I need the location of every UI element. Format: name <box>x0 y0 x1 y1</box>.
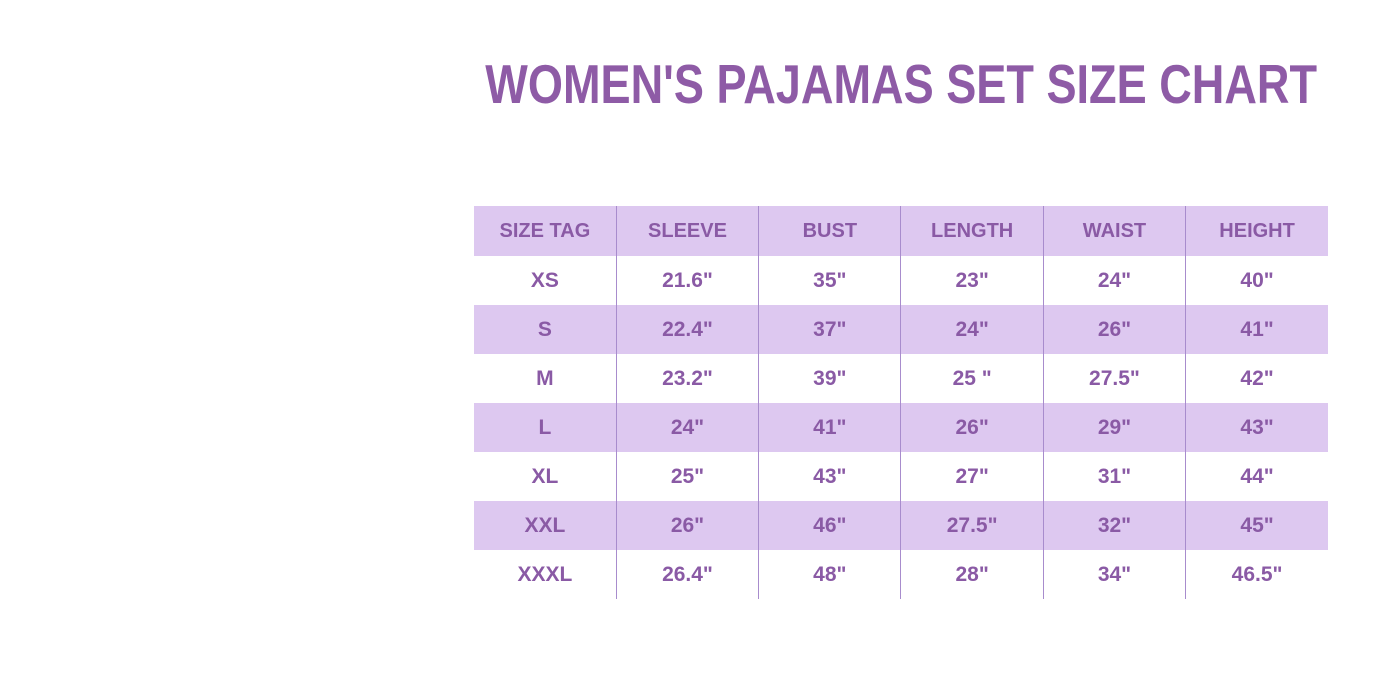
value-cell: 27.5" <box>1042 354 1186 403</box>
value-cell: 32" <box>1042 501 1186 550</box>
value-cell: 23" <box>900 256 1044 305</box>
size-cell: S <box>474 305 617 354</box>
value-cell: 25" <box>615 452 759 501</box>
value-cell: 37" <box>758 305 901 354</box>
value-cell: 34" <box>1042 550 1186 599</box>
size-cell: XL <box>474 452 617 501</box>
column-header-waist: WAIST <box>1042 206 1186 256</box>
size-cell: XXXL <box>474 550 617 599</box>
value-cell: 24" <box>900 305 1044 354</box>
value-cell: 41" <box>1185 305 1328 354</box>
column-header-height: HEIGHT <box>1185 206 1328 256</box>
table-header-row: SIZE TAG SLEEVE BUST LENGTH WAIST HEIGHT <box>474 206 1328 256</box>
size-cell: XS <box>474 256 617 305</box>
column-header-sleeve: SLEEVE <box>615 206 759 256</box>
value-cell: 24" <box>1042 256 1186 305</box>
table-row-s: S 22.4" 37" 24" 26" 41" <box>474 305 1328 354</box>
size-cell: L <box>474 403 617 452</box>
value-cell: 40" <box>1185 256 1328 305</box>
value-cell: 46" <box>758 501 901 550</box>
value-cell: 46.5" <box>1185 550 1328 599</box>
value-cell: 41" <box>758 403 901 452</box>
value-cell: 39" <box>758 354 901 403</box>
column-header-length: LENGTH <box>900 206 1044 256</box>
value-cell: 28" <box>900 550 1044 599</box>
value-cell: 25 " <box>900 354 1044 403</box>
size-chart-table: SIZE TAG SLEEVE BUST LENGTH WAIST HEIGHT… <box>474 206 1328 599</box>
value-cell: 29" <box>1042 403 1186 452</box>
value-cell: 26" <box>615 501 759 550</box>
table-row-xs: XS 21.6" 35" 23" 24" 40" <box>474 256 1328 305</box>
size-cell: M <box>474 354 617 403</box>
page-title: WOMEN'S PAJAMAS SET SIZE CHART <box>485 53 1317 115</box>
value-cell: 26.4" <box>615 550 759 599</box>
table-row-xxl: XXL 26" 46" 27.5" 32" 45" <box>474 501 1328 550</box>
value-cell: 23.2" <box>615 354 759 403</box>
value-cell: 22.4" <box>615 305 759 354</box>
value-cell: 26" <box>1042 305 1186 354</box>
value-cell: 48" <box>758 550 901 599</box>
value-cell: 26" <box>900 403 1044 452</box>
column-header-bust: BUST <box>758 206 901 256</box>
value-cell: 42" <box>1185 354 1328 403</box>
value-cell: 44" <box>1185 452 1328 501</box>
table-row-l: L 24" 41" 26" 29" 43" <box>474 403 1328 452</box>
value-cell: 35" <box>758 256 901 305</box>
value-cell: 21.6" <box>615 256 759 305</box>
value-cell: 45" <box>1185 501 1328 550</box>
value-cell: 31" <box>1042 452 1186 501</box>
value-cell: 27.5" <box>900 501 1044 550</box>
table-row-xxxl: XXXL 26.4" 48" 28" 34" 46.5" <box>474 550 1328 599</box>
table-row-xl: XL 25" 43" 27" 31" 44" <box>474 452 1328 501</box>
column-header-size-tag: SIZE TAG <box>474 206 617 256</box>
title-container: WOMEN'S PAJAMAS SET SIZE CHART <box>474 57 1328 112</box>
size-cell: XXL <box>474 501 617 550</box>
value-cell: 43" <box>1185 403 1328 452</box>
value-cell: 43" <box>758 452 901 501</box>
value-cell: 24" <box>615 403 759 452</box>
value-cell: 27" <box>900 452 1044 501</box>
table-row-m: M 23.2" 39" 25 " 27.5" 42" <box>474 354 1328 403</box>
